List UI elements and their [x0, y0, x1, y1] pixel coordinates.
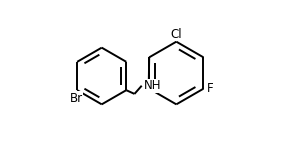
Text: NH: NH — [144, 79, 162, 92]
Text: Cl: Cl — [170, 28, 182, 41]
Text: Br: Br — [70, 92, 83, 105]
Text: F: F — [206, 82, 213, 95]
